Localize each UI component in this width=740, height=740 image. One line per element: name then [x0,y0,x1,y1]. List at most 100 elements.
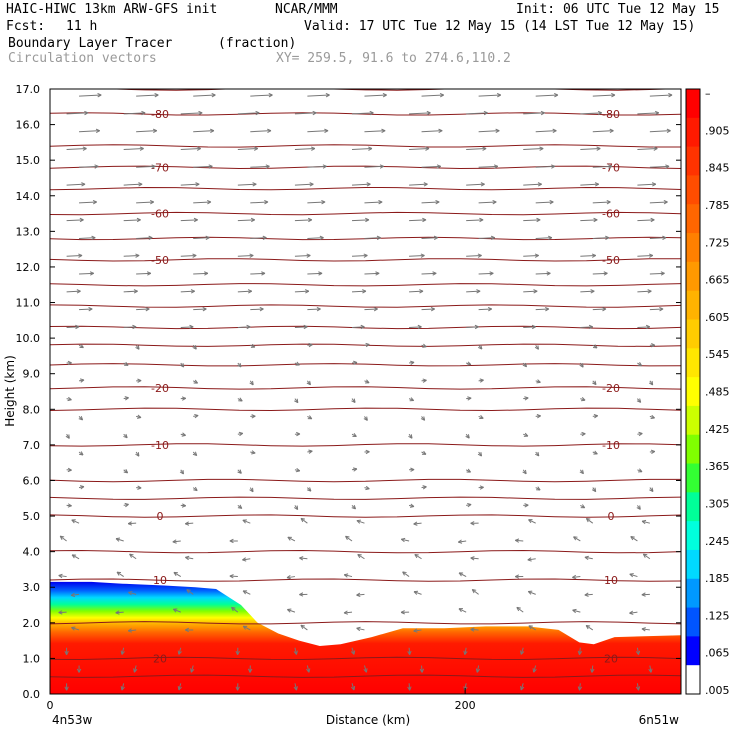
circulation-vector [193,164,213,169]
circulation-vector [242,590,251,595]
circulation-vector [413,590,422,595]
circulation-vector [58,573,67,579]
isotherm-label: 0 [157,510,164,523]
circulation-vector [590,665,595,673]
circulation-vector [307,449,313,454]
circulation-vector [184,521,194,526]
circulation-vector [116,571,124,577]
circulation-vector [343,573,353,578]
circulation-vector [475,665,481,673]
circulation-vector [409,360,415,365]
plot-frame [49,88,682,695]
circulation-vector [592,380,597,386]
circulation-vector [580,324,594,330]
circulation-vector [421,128,443,134]
circulation-vector [237,504,243,509]
circulation-vector [193,271,209,276]
circulation-vector [351,182,371,187]
isotherm-line [50,386,681,390]
y-tick-label: 5.0 [23,510,41,523]
x-tick-label: 200 [455,699,476,712]
isotherm-line [50,621,681,625]
isotherm-label: -70 [151,161,169,174]
circulation-vector [421,271,437,276]
circulation-vector [293,647,298,655]
circulation-vector [127,521,137,526]
circulation-vector [136,485,142,490]
circulation-vector [186,589,194,595]
colorbar-frame [685,88,701,695]
circulation-vector [237,397,243,402]
circulation-vector [592,306,607,312]
circulation-vector [535,235,553,241]
circulation-vector [520,683,525,691]
circulation-vector [231,606,239,613]
colorbar-swatch [686,549,700,580]
isotherm-line [50,283,681,287]
isotherm-label: -80 [602,108,620,121]
circulation-vector [180,110,203,116]
circulation-vector [523,503,529,508]
colorbar-label: .725 [705,236,730,249]
colorbar-swatch [686,233,700,263]
circulation-vector [193,413,199,419]
y-tick-label: 17.0 [16,83,41,96]
circulation-vector [522,362,528,368]
circulation-vector [649,235,667,241]
circulation-vector [79,164,99,169]
isotherm-line [50,211,681,216]
circulation-vector [66,110,89,116]
circulation-vector [630,536,638,542]
circulation-vector [414,553,422,560]
circulation-vector [421,164,441,169]
colorbar-swatch [686,261,700,292]
circulation-vector [136,271,152,276]
circulation-vector [535,414,541,419]
circulation-vector [242,625,251,631]
circulation-vector [307,92,330,98]
circulation-vector [59,535,67,542]
circulation-vector [66,503,72,508]
colorbar-swatch [686,175,700,205]
circulation-vector [641,592,650,597]
circulation-vector [66,324,80,330]
circulation-vector [293,683,298,691]
circulation-vector [641,519,650,525]
colorbar-label: .005 [705,684,730,697]
circulation-vector [65,433,70,439]
circulation-vector [173,571,182,577]
circulation-vector [458,572,467,578]
circulation-vector [421,306,435,312]
circulation-vector [577,683,583,691]
circulation-vector [66,146,87,151]
circulation-vector [580,182,599,187]
circulation-vector [294,468,301,473]
circulation-vector [409,217,427,223]
y-axis-label: Height (km) [3,355,17,426]
colorbar-swatch [686,636,700,666]
circulation-vector [79,199,97,205]
circulation-vector [478,164,499,169]
circulation-vector [637,289,652,294]
circulation-vector [307,415,313,420]
colorbar-label: .065 [705,647,730,660]
x-left-end-label: 4n53w [52,713,93,727]
circulation-vector [532,665,537,673]
isotherm-line [50,578,681,582]
colorbar-label: .665 [705,274,730,287]
circulation-vector [307,271,323,276]
circulation-vector [135,451,140,457]
circulation-vector [237,110,260,116]
circulation-vector [592,164,613,169]
circulation-vector [466,396,472,401]
isotherm-line [50,304,681,308]
circulation-vector [237,431,244,437]
colorbar-label: .785 [705,199,730,212]
circulation-vector [357,553,365,560]
circulation-vector [123,469,129,474]
circulation-vector [177,647,182,655]
circulation-vector [527,557,536,562]
circulation-vector [421,199,440,205]
circulation-vector [408,397,415,402]
circulation-vector [478,271,494,276]
